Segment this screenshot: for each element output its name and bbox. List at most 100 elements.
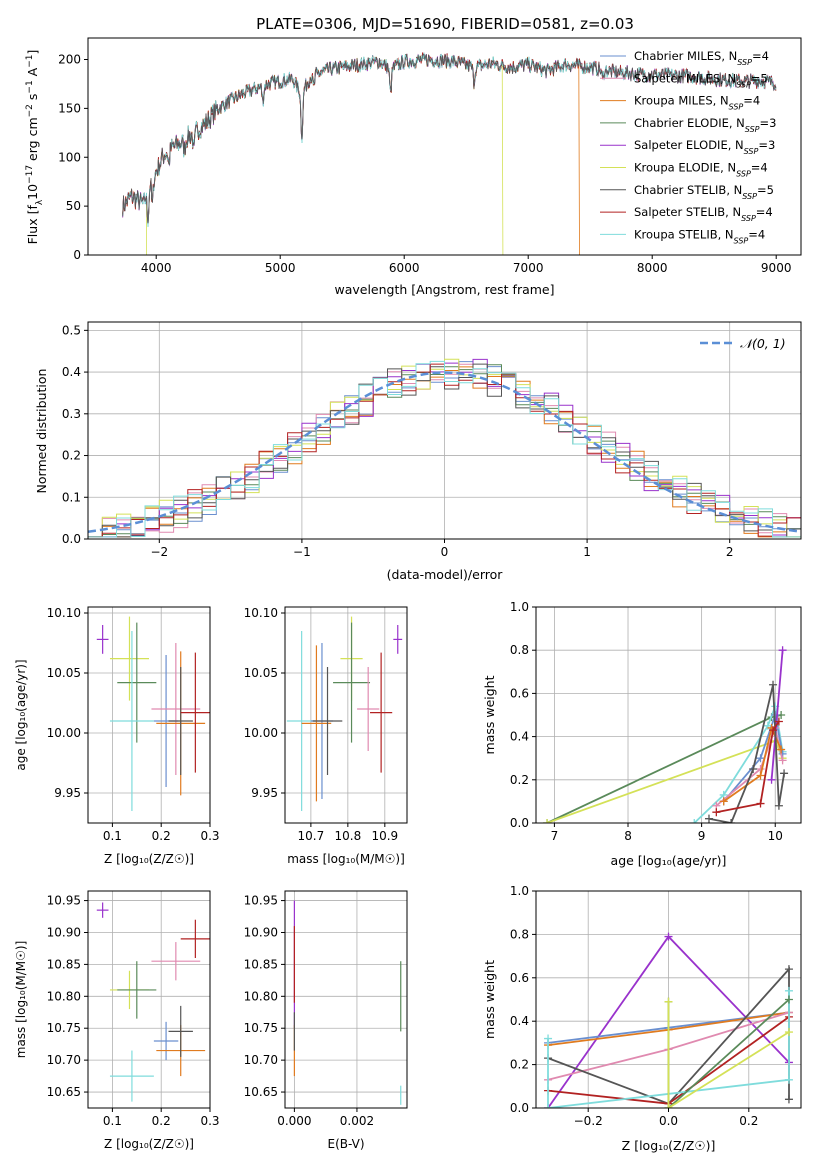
legend-label-part: SSP	[737, 58, 752, 67]
y-tick-label: 0.2	[510, 773, 529, 787]
weight-marker	[664, 1104, 673, 1108]
y-tick-label: 10.10	[47, 606, 81, 620]
legend-label-part: Chabrier MILES, N	[634, 49, 737, 63]
figure-title: PLATE=0306, MJD=51690, FIBERID=0581, z=0…	[256, 15, 634, 33]
y-tick-label: 10.85	[47, 957, 81, 971]
legend-label-part: Chabrier STELIB, N	[634, 183, 742, 197]
weight-marker	[727, 819, 736, 823]
weight-marker	[784, 965, 793, 974]
axes-age-vs-Z: 0.1 0.2 0.3 9.95 10.00 10.05 10.10 Z [log₁₀(Z/Z…	[14, 606, 220, 866]
y-tick-label: 10.70	[47, 1053, 81, 1067]
x-tick-label: 10	[768, 829, 783, 843]
plot-area	[122, 52, 777, 255]
y-tick-label: 200	[58, 53, 81, 67]
x-axis-label: (data-model)/error	[387, 567, 504, 582]
x-tick-label: 0.2	[739, 1114, 758, 1128]
axes-frame	[284, 890, 408, 1109]
weight-line	[667, 1001, 790, 1108]
axes-weight-vs-age: 7 8 9 10 0.0 0.2 0.4 0.6 0.8 1.0 age [log₁₀(age/yr…	[482, 600, 802, 868]
x-axis-label: Z [log₁₀(Z/Z☉)]	[104, 1137, 194, 1151]
weight-marker	[719, 797, 728, 806]
y-axis-label: Flux [fλ10−17 erg cm−2 s−1 A−1]	[25, 50, 45, 245]
plot-area	[96, 902, 210, 1102]
x-tick-label: 10.7	[298, 829, 325, 843]
legend-label: Kroupa MILES, NSSP=4	[634, 94, 760, 112]
x-tick-label: 0.1	[103, 829, 122, 843]
weight-line	[770, 650, 784, 780]
axes-weight-vs-Z: −0.2 0.0 0.2 0.0 0.2 0.4 0.6 0.8 1.0 Z [log₁₀(Z/Z…	[482, 884, 802, 1153]
legend: 𝒩(0, 1)	[700, 336, 786, 351]
y-axis-label-part: −1	[25, 55, 35, 68]
weight-marker	[756, 799, 765, 808]
y-tick-label: 10.85	[244, 957, 278, 971]
legend-label-part: =4	[743, 94, 760, 108]
weight-marker	[780, 769, 789, 778]
weight-marker	[704, 814, 713, 823]
y-tick-label: 10.75	[47, 1021, 81, 1035]
x-tick-label: −0.2	[574, 1114, 603, 1128]
y-axis-label: mass weight	[482, 675, 497, 754]
y-tick-label: 10.10	[244, 606, 278, 620]
y-axis-label-part: 10	[25, 184, 40, 200]
spectrum-line	[122, 52, 580, 255]
x-tick-label: 9000	[761, 261, 792, 275]
x-tick-label: 8	[624, 829, 632, 843]
weight-marker	[769, 726, 778, 735]
y-tick-label: 0.0	[62, 532, 81, 546]
y-tick-label: 0.2	[510, 1058, 529, 1072]
legend-label-part: =4	[748, 227, 765, 241]
y-axis-label: mass weight	[482, 960, 497, 1039]
y-axis-label-part: s	[25, 94, 40, 105]
x-tick-label: 0.2	[152, 1114, 171, 1128]
weight-line	[723, 711, 784, 802]
y-tick-label: 0.6	[510, 971, 529, 985]
axes-spectrum: 4000 5000 6000 7000 8000 9000 0 50 100 150 200 wave…	[25, 37, 802, 297]
x-tick-label: 0.3	[200, 1114, 219, 1128]
weight-marker	[778, 646, 787, 655]
weight-marker	[774, 801, 783, 810]
axes-frame	[87, 37, 802, 256]
x-axis-label: Z [log₁₀(Z/Z☉)]	[104, 852, 194, 866]
weight-marker	[777, 745, 786, 754]
x-tick-label: 10.9	[371, 829, 398, 843]
y-tick-label: 10.90	[244, 925, 278, 939]
x-tick-label: −1	[293, 545, 311, 559]
y-tick-label: 0.4	[510, 1014, 529, 1028]
y-axis-label-part: −2	[25, 104, 35, 117]
x-tick-label: 8000	[637, 261, 668, 275]
weight-marker	[712, 808, 721, 817]
x-tick-label: 5000	[265, 261, 296, 275]
legend-label-part: SSP	[736, 80, 751, 89]
weight-marker	[767, 775, 776, 784]
legend-label-part: SSP	[744, 147, 759, 156]
legend-label-part: Salpeter STELIB, N	[634, 205, 741, 219]
axes-frame	[535, 606, 802, 824]
y-axis-label-part: Flux [f	[25, 205, 40, 245]
y-tick-label: 10.75	[244, 1021, 278, 1035]
x-tick-label: 0	[441, 545, 449, 559]
x-tick-label: 0.2	[152, 829, 171, 843]
x-axis-label: wavelength [Angstrom, rest frame]	[334, 282, 554, 297]
legend-label: 𝒩(0, 1)	[740, 336, 786, 351]
weight-marker	[778, 756, 787, 765]
legend-label-part: =5	[757, 183, 774, 197]
x-axis-label: mass [log₁₀(M/M☉)]	[287, 852, 405, 866]
axes-frame	[87, 890, 211, 1109]
legend-label-part: =5	[751, 71, 768, 85]
weight-marker	[784, 1028, 793, 1037]
weight-line	[667, 998, 790, 1108]
axes-mass-vs-Z: 0.1 0.2 0.3 10.65 10.70 10.75 10.80 10.85 10.90 1…	[14, 890, 220, 1151]
weight-marker	[784, 986, 793, 995]
weight-marker	[756, 771, 765, 780]
y-tick-label: 10.90	[47, 925, 81, 939]
weight-line	[716, 720, 780, 814]
y-tick-label: 0.4	[62, 365, 81, 379]
y-tick-label: 10.65	[244, 1085, 278, 1099]
y-tick-label: 0	[73, 248, 81, 262]
weight-marker	[543, 819, 552, 823]
y-tick-label: 0.0	[510, 816, 529, 830]
y-axis-label: age [log₁₀(age/yr)]	[14, 659, 28, 770]
y-tick-label: 10.95	[47, 894, 81, 908]
weight-marker	[544, 1104, 553, 1108]
